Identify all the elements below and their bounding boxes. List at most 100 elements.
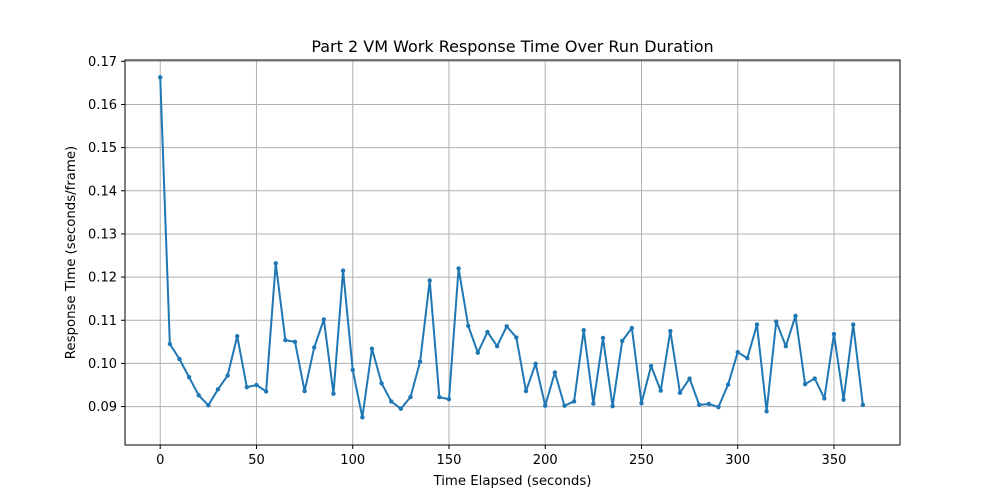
data-point [446, 397, 452, 402]
data-point [783, 343, 789, 349]
data-point [475, 350, 481, 355]
data-point [658, 388, 663, 393]
y-tick-label: 0.13 [88, 227, 117, 242]
x-tick-label: 0 [156, 453, 164, 468]
data-point [350, 367, 355, 373]
data-point [716, 404, 721, 410]
data-point [340, 268, 346, 273]
x-tick-label: 150 [437, 453, 462, 468]
data-point [235, 334, 240, 339]
data-point [841, 397, 846, 402]
data-point [725, 382, 731, 387]
data-point [620, 338, 625, 344]
data-point [754, 322, 760, 327]
x-tick-label: 350 [822, 453, 847, 468]
data-point [504, 324, 509, 329]
ticks: 0 50 100 150 200 250 300 350 0.09 0.10 0.11 0.12 0.1… [88, 55, 846, 468]
plot-frame [124, 59, 901, 446]
x-tick-label: 200 [533, 453, 558, 468]
data-point [215, 387, 221, 392]
data-point [283, 337, 288, 343]
x-tick-label: 100 [340, 453, 365, 468]
data-point [514, 335, 519, 340]
data-point [764, 409, 769, 414]
x-tick-label: 300 [725, 453, 750, 468]
x-tick-label: 250 [629, 453, 654, 468]
series-layer [158, 75, 866, 420]
x-tick-label: 50 [248, 453, 265, 468]
y-tick-label: 0.15 [88, 141, 117, 156]
data-point [571, 399, 577, 404]
y-tick-label: 0.10 [88, 357, 117, 372]
y-tick-label: 0.09 [88, 400, 117, 415]
data-point [562, 403, 567, 408]
y-axis-label: Response Time (seconds/frame) [64, 146, 79, 360]
data-point [167, 341, 173, 347]
data-point [302, 388, 307, 394]
data-point [225, 373, 230, 378]
data-point [600, 335, 606, 341]
data-point [398, 406, 404, 411]
y-tick-label: 0.12 [88, 271, 117, 286]
data-point [485, 329, 490, 335]
x-grid [159, 60, 835, 445]
data-point [263, 389, 269, 394]
data-point [802, 381, 808, 387]
data-point [745, 356, 750, 361]
data-point [321, 317, 327, 322]
data-point [494, 343, 500, 349]
y-tick-label: 0.11 [88, 314, 117, 329]
data-point [648, 363, 654, 369]
data-point [417, 359, 423, 364]
data-point [822, 396, 827, 401]
data-point [312, 345, 317, 350]
data-point [331, 391, 336, 396]
data-point [735, 350, 740, 355]
chart-title: Part 2 VM Work Response Time Over Run Du… [311, 37, 713, 56]
data-point [639, 400, 644, 406]
data-point [610, 403, 615, 409]
data-point [533, 361, 538, 367]
data-point [427, 278, 432, 283]
x-axis-label: Time Elapsed (seconds) [433, 474, 592, 489]
data-point [379, 381, 384, 386]
data-point [292, 339, 298, 345]
y-tick-label: 0.17 [88, 55, 117, 70]
data-point [677, 390, 683, 395]
data-point [581, 327, 586, 333]
data-point [466, 323, 471, 329]
y-tick-label: 0.14 [88, 184, 117, 199]
data-point [244, 384, 250, 390]
data-point [360, 415, 365, 420]
y-tick-label: 0.16 [88, 98, 117, 113]
data-point [186, 375, 192, 380]
data-point [793, 313, 798, 319]
data-point [774, 319, 779, 324]
data-point [706, 401, 712, 407]
data-point [629, 325, 635, 331]
data-point [552, 370, 558, 375]
data-point [543, 403, 548, 408]
data-point [860, 402, 866, 408]
data-point [196, 393, 201, 398]
data-point [591, 401, 596, 406]
data-point [389, 399, 394, 404]
data-point [369, 346, 375, 351]
data-point [158, 75, 163, 80]
data-point [177, 356, 182, 362]
data-point [851, 322, 856, 327]
data-point [254, 382, 259, 388]
data-point [831, 331, 837, 337]
data-point [273, 261, 278, 266]
data-point [523, 388, 529, 394]
data-point [408, 394, 413, 400]
data-point [668, 328, 673, 334]
data-point [687, 376, 692, 381]
data-point [206, 403, 211, 408]
data-point [456, 266, 461, 271]
data-point [812, 376, 817, 381]
data-point [437, 394, 442, 400]
data-point [697, 402, 702, 408]
